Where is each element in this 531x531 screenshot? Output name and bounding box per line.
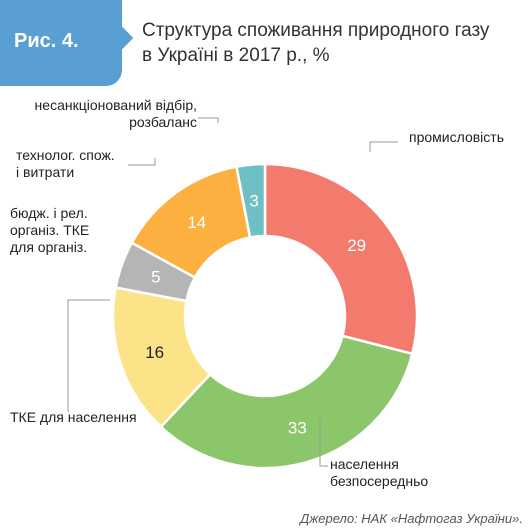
figure-badge	[0, 0, 122, 86]
source-note: Джерело: НАК «Нафтогаз України».	[300, 511, 523, 526]
leader-line	[369, 141, 398, 152]
slice-category-label: населення безпосередньо	[330, 456, 428, 489]
donut-slice	[159, 334, 414, 470]
donut-slice	[235, 162, 267, 239]
leader-line	[319, 420, 328, 467]
chart-title: Структура споживання природного газу в У…	[142, 18, 522, 68]
slice-value-label: 3	[249, 192, 258, 211]
slice-category-label: технолог. спож. і витрати	[16, 147, 115, 180]
donut-slice	[263, 162, 419, 356]
slice-category-label: промисловість	[409, 129, 504, 145]
slice-category-label: бюдж. і рел. організ. ТКЕ для організ.	[10, 205, 89, 255]
slice-value-label: 33	[288, 418, 307, 437]
leader-line	[198, 117, 219, 123]
slice-value-label: 29	[347, 236, 366, 255]
slice-value-label: 5	[151, 268, 160, 287]
chart-title-line-2: в Україні в 2017 р., %	[142, 45, 330, 66]
slice-value-label: 16	[145, 343, 164, 362]
slice-category-label: ТКЕ для населення	[10, 409, 137, 425]
leader-line	[67, 299, 110, 412]
figure-label: Рис. 4.	[14, 30, 79, 52]
chart-title-line-1: Структура споживання природного газу	[142, 20, 490, 41]
leader-line	[128, 158, 156, 166]
slice-category-label: несанкціонований відбір, розбаланс	[35, 97, 197, 130]
slice-value-label: 14	[187, 213, 206, 232]
